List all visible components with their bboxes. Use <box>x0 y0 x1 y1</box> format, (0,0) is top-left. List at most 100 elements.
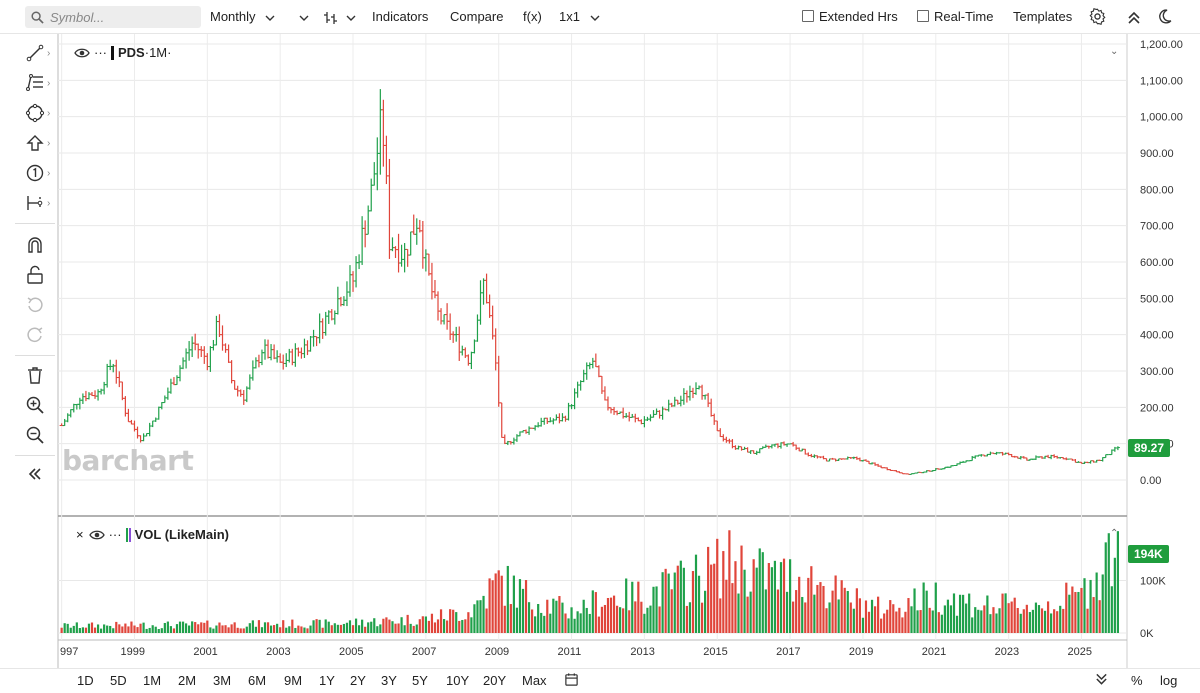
volume-bar <box>260 627 264 633</box>
volume-bar <box>248 623 251 633</box>
undo-button[interactable] <box>25 294 51 316</box>
volume-bar <box>564 613 567 633</box>
price-bar <box>199 346 204 358</box>
chart-type-dropdown[interactable] <box>299 9 356 25</box>
price-bar <box>1036 456 1041 458</box>
layout-dropdown[interactable]: 1x1 <box>559 9 600 24</box>
price-bar <box>357 254 362 270</box>
price-bar <box>1073 459 1078 463</box>
indicators-button[interactable]: Indicators <box>372 9 429 24</box>
price-bar <box>991 452 996 455</box>
price-bar <box>900 472 905 475</box>
price-bar <box>797 447 802 452</box>
close-icon[interactable]: × <box>76 527 84 542</box>
search-input[interactable]: Symbol... <box>50 9 105 25</box>
dark-mode-button[interactable] <box>1156 8 1173 25</box>
more-arrow-icon[interactable]: › <box>47 197 51 209</box>
volume-bar <box>1059 605 1062 633</box>
price-bar <box>657 410 662 419</box>
log-scale-button[interactable]: log <box>1160 673 1178 688</box>
price-bar <box>639 419 644 425</box>
calendar-button[interactable] <box>564 672 579 690</box>
delete-drawings-button[interactable] <box>25 364 51 386</box>
range-button-1m[interactable]: 1M <box>143 673 162 688</box>
zoom-out-button[interactable] <box>25 424 51 446</box>
fx-button[interactable]: f(x) <box>523 9 542 24</box>
more-arrow-icon[interactable]: › <box>47 107 51 119</box>
time-tick-label: 2025 <box>1067 646 1091 658</box>
range-button-9m[interactable]: 9M <box>284 673 303 688</box>
volume-bar <box>646 607 649 633</box>
more-options-icon[interactable]: ··· <box>94 45 107 60</box>
range-button-max[interactable]: Max <box>522 673 547 688</box>
redo-button[interactable] <box>25 324 51 346</box>
settings-button[interactable] <box>1089 8 1106 26</box>
collapse-range-button[interactable] <box>1095 672 1108 689</box>
chevron-down-icon <box>346 15 356 21</box>
price-bar <box>496 355 501 407</box>
price-bar <box>272 344 277 360</box>
templates-button[interactable]: Templates <box>1013 9 1073 24</box>
interval-dropdown[interactable]: Monthly <box>210 9 275 24</box>
fib-tool[interactable]: › <box>25 72 51 94</box>
magnet-tool[interactable] <box>25 234 51 256</box>
price-bar <box>879 465 884 469</box>
eye-icon[interactable] <box>74 47 90 59</box>
price-bar <box>863 459 868 462</box>
range-button-5d[interactable]: 5D <box>110 673 127 688</box>
price-bar <box>818 456 823 459</box>
price-bar <box>390 237 395 252</box>
extended-hours-toggle[interactable]: Extended Hrs <box>802 9 898 24</box>
price-bar <box>1030 458 1035 461</box>
price-bar <box>612 406 617 415</box>
price-bar <box>694 382 699 395</box>
price-bar <box>678 395 683 407</box>
range-button-6m[interactable]: 6M <box>248 673 267 688</box>
price-bar <box>74 403 79 410</box>
pane-collapse-toggle[interactable]: ⌃ <box>1110 528 1119 539</box>
price-bar <box>903 473 908 475</box>
compare-button[interactable]: Compare <box>450 9 504 24</box>
real-time-checkbox[interactable] <box>917 10 929 22</box>
shapes-tool[interactable]: › <box>25 102 51 124</box>
real-time-toggle[interactable]: Real-Time <box>917 9 993 24</box>
price-bar <box>399 244 404 267</box>
range-button-10y[interactable]: 10Y <box>446 673 470 688</box>
volume-bar <box>837 599 840 633</box>
collapse-toolbar-button[interactable] <box>1127 9 1141 25</box>
price-bar <box>241 390 246 405</box>
annotation-tool[interactable]: › <box>25 162 51 184</box>
range-button-20y[interactable]: 20Y <box>483 673 507 688</box>
more-options-icon[interactable]: ··· <box>108 527 122 542</box>
price-bar <box>1024 457 1029 461</box>
range-button-5y[interactable]: 5Y <box>412 673 428 688</box>
range-button-3y[interactable]: 3Y <box>381 673 397 688</box>
price-bar <box>478 280 483 325</box>
range-button-2y[interactable]: 2Y <box>350 673 366 688</box>
price-bar <box>742 446 747 450</box>
draw-line-tool[interactable]: › <box>25 42 51 64</box>
more-arrow-icon[interactable]: › <box>47 137 51 149</box>
lock-tool[interactable] <box>25 264 51 286</box>
more-arrow-icon[interactable]: › <box>47 47 51 59</box>
collapse-sidebar-button[interactable] <box>25 463 51 485</box>
price-bar <box>1088 460 1093 464</box>
range-button-3m[interactable]: 3M <box>213 673 232 688</box>
arrow-tool[interactable]: › <box>25 132 51 154</box>
pane-collapse-toggle[interactable]: ⌄ <box>1110 46 1119 57</box>
price-bar <box>618 411 623 415</box>
range-button-2m[interactable]: 2M <box>178 673 197 688</box>
volume-bar <box>403 625 406 633</box>
symbol-search[interactable]: Symbol... <box>25 6 201 28</box>
zoom-in-button[interactable] <box>25 394 51 416</box>
measure-tool[interactable]: › <box>25 192 51 214</box>
extended-hours-checkbox[interactable] <box>802 10 814 22</box>
price-bar <box>493 328 498 371</box>
more-arrow-icon[interactable]: › <box>47 167 51 179</box>
range-button-1d[interactable]: 1D <box>77 673 94 688</box>
range-button-1y[interactable]: 1Y <box>319 673 335 688</box>
eye-icon[interactable] <box>88 529 105 541</box>
percent-scale-button[interactable]: % <box>1131 673 1143 688</box>
more-arrow-icon[interactable]: › <box>47 77 51 89</box>
